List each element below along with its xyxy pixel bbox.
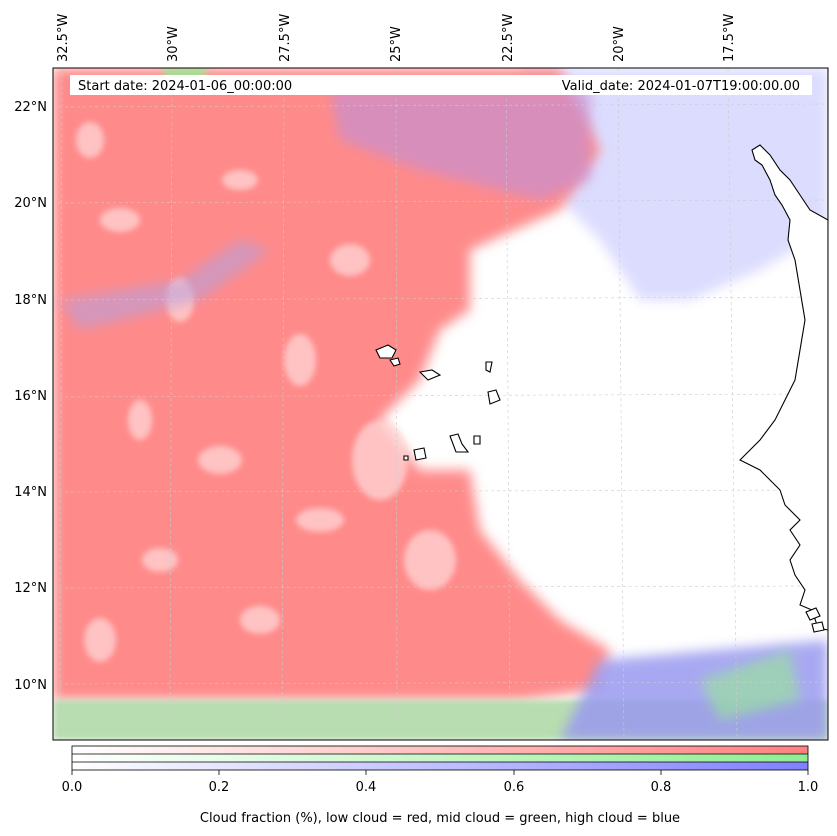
lon-label: 27.5°W — [278, 14, 293, 62]
gridlines — [53, 68, 828, 740]
start-date: Start date: 2024-01-06_00:00:00 — [78, 79, 292, 94]
lon-label: 20°W — [612, 26, 627, 62]
high-cloud-area — [520, 68, 828, 300]
lat-label: 14°N — [14, 485, 47, 500]
lon-label: 32.5°W — [56, 14, 71, 62]
cloud-fraction-map — [53, 68, 828, 740]
colorbar-tick: 0.4 — [356, 780, 377, 795]
lat-label: 18°N — [14, 293, 47, 308]
valid-date: Valid_date: 2024-01-07T19:00:00.00 — [562, 79, 800, 94]
mid-cloud-patch — [700, 650, 800, 720]
lon-label: 22.5°W — [501, 14, 516, 62]
lat-label: 10°N — [14, 678, 47, 693]
colorbar-tick: 0.0 — [62, 780, 83, 795]
cloud-gaps — [76, 122, 456, 662]
lat-label: 22°N — [14, 100, 47, 115]
date-box — [70, 75, 812, 95]
colorbar-mid-cloud — [72, 754, 808, 762]
colorbar-tick: 0.8 — [651, 780, 672, 795]
colorbar-low-cloud — [72, 746, 808, 754]
lon-label: 25°W — [389, 26, 404, 62]
lat-label: 12°N — [14, 581, 47, 596]
colorbar-tick: 0.6 — [504, 780, 525, 795]
coastline — [375, 68, 828, 633]
lon-label: 17.5°W — [722, 14, 737, 62]
lat-labels: 22°N 20°N 18°N 16°N 14°N 12°N 10°N — [14, 100, 47, 693]
colorbar-tick: 1.0 — [798, 780, 819, 795]
lon-labels: 32.5°W 30°W 27.5°W 25°W 22.5°W 20°W 17.5… — [56, 14, 737, 62]
lat-label: 20°N — [14, 196, 47, 211]
lat-label: 16°N — [14, 389, 47, 404]
colorbar-high-cloud — [72, 762, 808, 770]
lon-label: 30°W — [166, 26, 181, 62]
map-frame — [52, 67, 829, 741]
mixed-cloud-band-west — [60, 240, 270, 330]
colorbar-label: Cloud fraction (%), low cloud = red, mid… — [200, 811, 680, 826]
low-cloud-area — [53, 68, 610, 700]
mixed-cloud-band — [330, 90, 590, 200]
colorbar-tick: 0.2 — [209, 780, 230, 795]
colorbar: 0.0 0.2 0.4 0.6 0.8 1.0 Cloud fraction (… — [62, 745, 819, 826]
